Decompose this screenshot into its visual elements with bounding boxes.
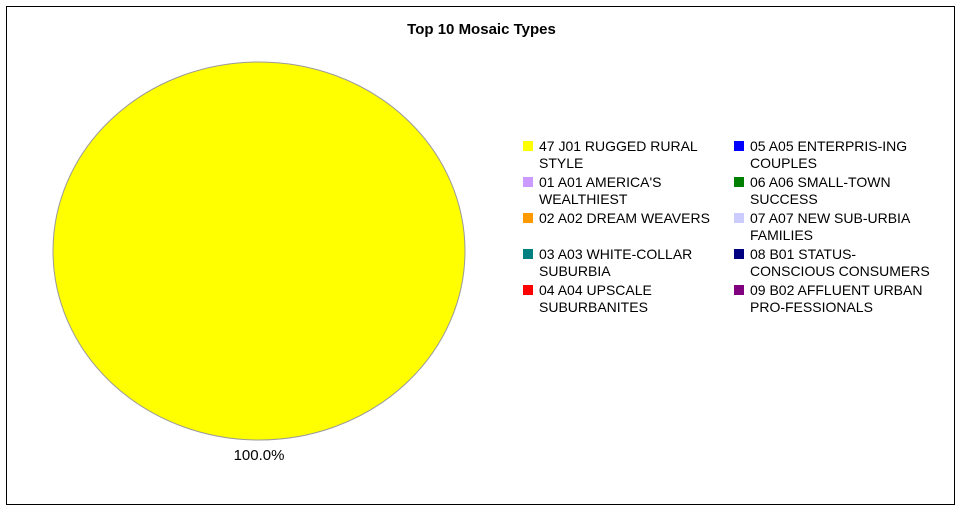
legend-label: 01 A01 AMERICA'S WEALTHIEST [539,174,662,207]
legend-label: 08 B01 STATUS-CONSCIOUS CONSUMERS [750,246,930,279]
legend-item: 05 A05 ENTERPRIS-ING COUPLES [734,138,943,172]
legend-item: 08 B01 STATUS-CONSCIOUS CONSUMERS [734,246,943,280]
legend-item: 03 A03 WHITE-COLLAR SUBURBIA [523,246,732,280]
legend-label: 06 A06 SMALL-TOWN SUCCESS [750,174,891,207]
pie-slice [52,61,466,441]
legend-label: 04 A04 UPSCALE SUBURBANITES [539,282,652,315]
legend-swatch [523,249,533,259]
legend-label: 02 A02 DREAM WEAVERS [539,210,710,226]
legend-item: 47 J01 RUGGED RURAL STYLE [523,138,732,172]
legend-swatch [523,177,533,187]
legend-swatch [734,141,744,151]
chart-frame: Top 10 Mosaic Types 100.0% 47 J01 RUGGED… [6,6,955,505]
legend-swatch [734,213,744,223]
legend-swatch [734,285,744,295]
legend-item: 09 B02 AFFLUENT URBAN PRO-FESSIONALS [734,282,943,316]
chart-legend: 47 J01 RUGGED RURAL STYLE 05 A05 ENTERPRI… [523,138,943,316]
legend-label: 09 B02 AFFLUENT URBAN PRO-FESSIONALS [750,282,923,315]
legend-label: 03 A03 WHITE-COLLAR SUBURBIA [539,246,693,279]
legend-label: 07 A07 NEW SUB-URBIA FAMILIES [750,210,910,243]
legend-item: 04 A04 UPSCALE SUBURBANITES [523,282,732,316]
legend-label: 05 A05 ENTERPRIS-ING COUPLES [750,138,908,171]
pie-slice-label: 100.0% [234,447,285,464]
legend-item: 06 A06 SMALL-TOWN SUCCESS [734,174,943,208]
legend-label: 47 J01 RUGGED RURAL STYLE [539,138,698,171]
legend-item: 07 A07 NEW SUB-URBIA FAMILIES [734,210,943,244]
chart-title: Top 10 Mosaic Types [407,21,556,38]
legend-item: 01 A01 AMERICA'S WEALTHIEST [523,174,732,208]
legend-swatch [734,249,744,259]
legend-swatch [734,177,744,187]
pie-chart-plot: 100.0% [52,61,466,464]
legend-swatch [523,213,533,223]
legend-item: 02 A02 DREAM WEAVERS [523,210,732,244]
legend-swatch [523,141,533,151]
legend-swatch [523,285,533,295]
